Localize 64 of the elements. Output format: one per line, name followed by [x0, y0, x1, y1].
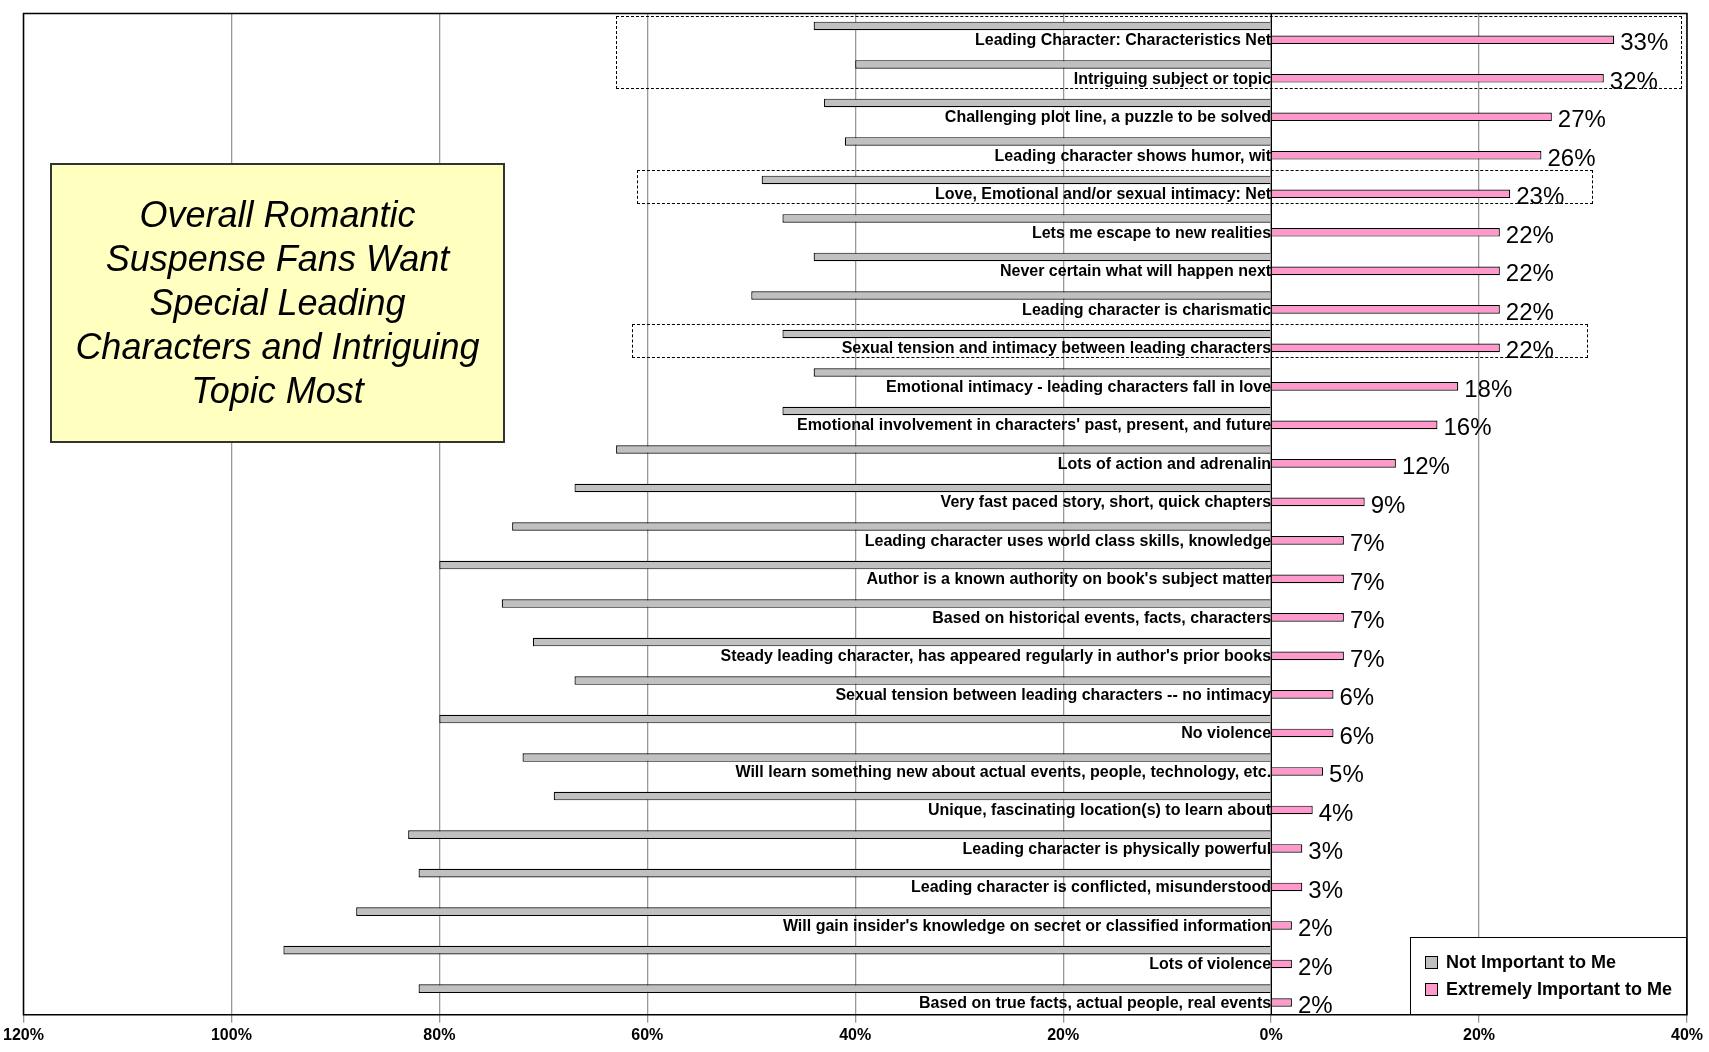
y-tick-label: Steady leading character, has appeared regularly in author's prior books	[720, 647, 1272, 665]
data-label: 6%	[1339, 721, 1375, 749]
y-tick-label: Lets me escape to new realities	[1031, 223, 1272, 241]
y-tick-label: Challenging plot line, a puzzle to be solved	[944, 108, 1272, 126]
data-label: 2%	[1297, 952, 1333, 980]
data-label: 6%	[1339, 683, 1375, 711]
y-tick-label: Very fast paced story, short, quick chapters	[940, 493, 1272, 511]
data-label: 32%	[1609, 66, 1658, 94]
y-tick-label: Sexual tension between leading characters -- no intimacy	[835, 685, 1272, 703]
legend-label: Not Important to Me	[1446, 951, 1616, 973]
x-tick-label: 0%	[1259, 1025, 1283, 1043]
data-label: 5%	[1329, 760, 1364, 788]
y-tick-label: Leading character uses world class skills, knowledge	[864, 531, 1272, 549]
y-tick-label: Emotional intimacy - leading characters fall in love	[886, 377, 1272, 395]
data-label: 3%	[1308, 875, 1343, 903]
y-tick-label: Never certain what will happen next	[999, 262, 1272, 280]
y-tick-label: Based on historical events, facts, characters	[932, 608, 1272, 626]
y-tick-label: Lots of violence	[1149, 955, 1272, 973]
x-tick-label: 80%	[423, 1025, 456, 1043]
x-tick-label: 40%	[839, 1025, 872, 1043]
data-label: 2%	[1297, 991, 1333, 1019]
data-label: 12%	[1401, 451, 1450, 479]
legend-label: Extremely Important to Me	[1446, 978, 1673, 1000]
y-tick-label: Leading Character: Characteristics Net	[975, 31, 1272, 49]
data-label: 3%	[1308, 837, 1343, 865]
data-label: 16%	[1443, 413, 1492, 441]
data-label: 18%	[1464, 374, 1513, 402]
data-label: 22%	[1505, 259, 1554, 287]
data-label: 33%	[1620, 28, 1669, 56]
y-tick-label: Will gain insider's knowledge on secret or classified information	[782, 916, 1272, 934]
data-label: 9%	[1370, 490, 1406, 518]
data-label: 22%	[1505, 297, 1554, 325]
y-tick-label: Emotional involvement in characters' past, present, and future	[796, 416, 1272, 434]
data-label: 22%	[1505, 336, 1554, 364]
data-label: 7%	[1349, 644, 1385, 672]
y-tick-label: Lots of action and adrenalin	[1057, 454, 1272, 472]
text: Overall Romantic Suspense Fans Want Special Leading Characters and Intriguing Topic Most	[50, 163, 505, 443]
x-tick-label: 100%	[210, 1025, 252, 1043]
data-label: 2%	[1297, 914, 1333, 942]
data-label: 7%	[1349, 529, 1385, 557]
x-tick-label: 60%	[631, 1025, 664, 1043]
y-tick-label: Based on true facts, actual people, real events	[918, 993, 1272, 1011]
y-tick-label: Unique, fascinating location(s) to learn about	[927, 801, 1272, 819]
data-label: 4%	[1318, 798, 1354, 826]
data-label: 7%	[1349, 606, 1385, 634]
x-tick-label: 40%	[1670, 1025, 1704, 1043]
y-tick-label: Sexual tension and intimacy between leading characters	[841, 339, 1272, 357]
y-tick-label: Leading character is physically powerful	[962, 839, 1272, 857]
data-label: 22%	[1505, 220, 1554, 248]
data-label: 27%	[1557, 105, 1606, 133]
y-tick-label: Intriguing subject or topic	[1073, 69, 1272, 87]
y-tick-label: Leading character is charismatic	[1022, 300, 1272, 318]
x-tick-label: 120%	[3, 1025, 44, 1043]
y-tick-label: Leading character is conflicted, misunderstood	[911, 878, 1272, 896]
data-label: 23%	[1516, 182, 1565, 210]
y-tick-label: Love, Emotional and/or sexual intimacy: Net	[935, 185, 1272, 203]
x-tick-label: 20%	[1047, 1025, 1080, 1043]
y-tick-label: Will learn something new about actual events, people, technology, etc.	[735, 762, 1272, 780]
y-tick-label: Author is a known authority on book's subject matter	[866, 570, 1272, 588]
data-label: 26%	[1547, 143, 1596, 171]
data-label: 7%	[1349, 567, 1385, 595]
x-tick-label: 20%	[1463, 1025, 1496, 1043]
y-tick-label: No violence	[1181, 724, 1272, 742]
y-tick-label: Leading character shows humor, wit	[994, 146, 1272, 164]
